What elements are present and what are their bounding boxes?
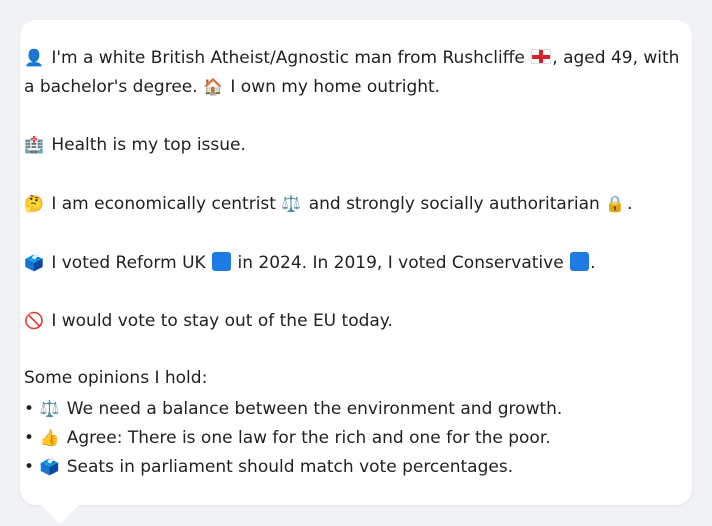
opinion-text: Seats in parliament should match vote pe… xyxy=(66,457,514,477)
intro-text-2a: a bachelor's degree. xyxy=(24,77,198,97)
ballot-box-icon: 🗳️ xyxy=(24,253,44,272)
hospital-icon: 🏥 xyxy=(24,135,44,154)
vote-text-a: I voted Reform UK xyxy=(51,253,206,273)
vote-text-c: . xyxy=(590,253,596,273)
conservative-color-square-icon xyxy=(570,252,590,271)
opinion-item: • ⚖️ We need a balance between the envir… xyxy=(24,394,562,424)
bullet-icon: • xyxy=(24,457,35,477)
no-entry-icon: 🚫 xyxy=(24,311,44,330)
opinions-heading-text: Some opinions I hold: xyxy=(24,368,208,388)
eu-line: 🚫 I would vote to stay out of the EU tod… xyxy=(24,306,393,336)
opinions-heading: Some opinions I hold: xyxy=(24,364,207,393)
england-flag-icon xyxy=(531,49,552,64)
scales-icon: ⚖️ xyxy=(39,399,60,418)
economic-line: 🤔 I am economically centrist ⚖️ and stro… xyxy=(24,189,633,219)
thumbs-up-icon: 👍 xyxy=(39,428,60,447)
health-text: Health is my top issue. xyxy=(51,135,246,155)
scales-icon: ⚖️ xyxy=(281,194,302,213)
ballot-box-icon: 🗳️ xyxy=(39,457,60,476)
health-line: 🏥 Health is my top issue. xyxy=(24,130,246,160)
opinion-text: Agree: There is one law for the rich and… xyxy=(66,428,551,448)
intro-text-2b: I own my home outright. xyxy=(230,77,441,97)
opinion-item: • 👍 Agree: There is one law for the rich… xyxy=(24,423,551,453)
economic-text-b: and strongly socially authoritarian xyxy=(308,194,600,214)
intro-text-1a: I'm a white British Atheist/Agnostic man… xyxy=(51,48,525,68)
vote-line: 🗳️ I voted Reform UK in 2024. In 2019, I… xyxy=(24,248,595,278)
economic-text-a: I am economically centrist xyxy=(51,194,276,214)
thinking-face-icon: 🤔 xyxy=(24,194,44,213)
eu-text: I would vote to stay out of the EU today… xyxy=(51,311,393,331)
lock-icon: 🔒 xyxy=(605,194,626,213)
speech-bubble-tail xyxy=(40,504,80,524)
intro-line-2: a bachelor's degree. 🏠 I own my home out… xyxy=(24,72,440,102)
reform-uk-color-square-icon xyxy=(212,252,232,271)
intro-text-1b: , aged 49, with xyxy=(552,48,680,68)
opinion-text: We need a balance between the environmen… xyxy=(66,399,563,419)
vote-text-b: in 2024. In 2019, I voted Conservative xyxy=(237,253,564,273)
economic-text-c: . xyxy=(627,194,633,214)
intro-line-1: 👤 I'm a white British Atheist/Agnostic m… xyxy=(24,43,679,73)
house-icon: 🏠 xyxy=(203,77,223,96)
bullet-icon: • xyxy=(24,428,35,448)
person-icon: 👤 xyxy=(24,48,44,67)
opinion-item: • 🗳️ Seats in parliament should match vo… xyxy=(24,452,513,482)
bullet-icon: • xyxy=(24,399,35,419)
